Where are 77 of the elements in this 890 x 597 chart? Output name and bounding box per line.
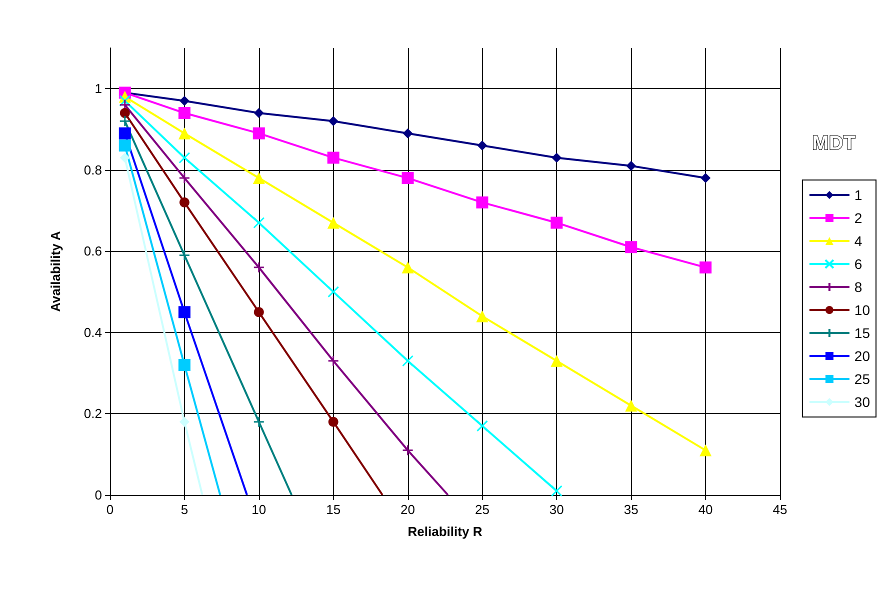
legend-label: 4 [854, 233, 862, 249]
x-tick-label: 15 [326, 502, 341, 517]
legend-label: 10 [854, 302, 870, 318]
point [253, 262, 265, 274]
point [178, 107, 190, 120]
x-tick-label: 10 [252, 502, 266, 517]
legend-label: 20 [854, 348, 870, 364]
point [327, 152, 340, 164]
point [552, 152, 562, 163]
point [402, 261, 414, 274]
point [178, 306, 190, 318]
point [700, 261, 712, 274]
point [625, 241, 638, 254]
point [178, 172, 190, 184]
x-tick-label: 20 [400, 502, 416, 517]
legend-label: 8 [854, 279, 862, 295]
point [328, 116, 338, 126]
y-tick-label: 0.2 [84, 406, 102, 422]
point [700, 173, 711, 184]
point [477, 140, 488, 151]
legend-label: 30 [854, 394, 870, 410]
x-tick-label: 5 [180, 502, 188, 517]
point [253, 416, 265, 428]
point [402, 172, 414, 184]
y-tick-label: 1 [94, 81, 102, 96]
point [178, 249, 190, 261]
point [328, 286, 340, 298]
point [626, 160, 636, 171]
point [179, 197, 190, 208]
point [402, 355, 414, 367]
point [118, 140, 131, 152]
point [476, 420, 488, 432]
y-tick-label: 0 [94, 488, 102, 502]
point [252, 172, 265, 184]
point [327, 216, 340, 229]
y-tick-label: 0.6 [84, 244, 102, 259]
y-tick-label: 0.8 [84, 162, 102, 178]
legend-label: 15 [854, 325, 870, 341]
point [254, 108, 264, 118]
point [179, 416, 190, 427]
point [252, 127, 265, 140]
point [328, 355, 340, 367]
point [119, 115, 131, 127]
point [550, 354, 563, 367]
x-tick-label: 25 [474, 502, 490, 517]
point [120, 108, 130, 118]
x-axis-title: Reliability R [408, 524, 483, 539]
legend-label: 1 [854, 187, 862, 203]
legend-label: 2 [854, 210, 862, 226]
x-tick-label: 35 [624, 502, 638, 517]
point [254, 307, 264, 318]
point [700, 444, 712, 456]
point [328, 416, 338, 427]
point [402, 444, 414, 456]
point [178, 152, 190, 164]
point [550, 216, 563, 229]
legend-title: MDT [812, 132, 856, 154]
point [402, 128, 413, 138]
legend-label: 25 [854, 371, 870, 387]
y-tick-label: 0.4 [84, 324, 102, 340]
point [253, 216, 265, 228]
x-tick-label: 30 [549, 502, 564, 517]
point [118, 127, 131, 140]
point [550, 485, 562, 497]
point [178, 127, 190, 140]
x-tick-label: 45 [772, 502, 788, 517]
point [476, 310, 488, 322]
point [476, 196, 488, 208]
point [178, 358, 190, 371]
point [120, 152, 130, 163]
x-tick-label: 0 [106, 502, 114, 517]
legend-label: 6 [854, 256, 862, 272]
point [179, 96, 190, 106]
point [119, 95, 131, 107]
x-tick-label: 40 [698, 502, 713, 517]
point [625, 400, 638, 412]
y-axis-title: Availability A [48, 230, 63, 312]
